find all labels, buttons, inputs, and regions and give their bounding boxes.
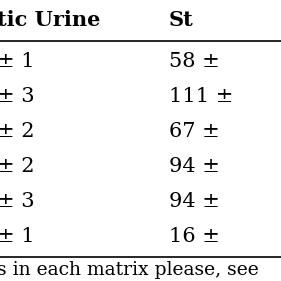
Text: 67 ±: 67 ± bbox=[169, 122, 219, 141]
Text: 94 ±: 94 ± bbox=[169, 192, 219, 211]
Text: 94 ±: 94 ± bbox=[169, 157, 219, 176]
Text: St: St bbox=[169, 10, 193, 30]
Text: ± 2: ± 2 bbox=[0, 157, 35, 176]
Text: s in each matrix please, see: s in each matrix please, see bbox=[0, 261, 259, 279]
Text: ± 3: ± 3 bbox=[0, 192, 35, 211]
Text: 16 ±: 16 ± bbox=[169, 226, 219, 246]
Text: ± 3: ± 3 bbox=[0, 87, 35, 106]
Text: tic Urine: tic Urine bbox=[0, 10, 101, 30]
Text: ± 1: ± 1 bbox=[0, 52, 35, 71]
Text: ± 1: ± 1 bbox=[0, 226, 35, 246]
Text: 58 ±: 58 ± bbox=[169, 52, 219, 71]
Text: 111 ±: 111 ± bbox=[169, 87, 233, 106]
Text: ± 2: ± 2 bbox=[0, 122, 35, 141]
